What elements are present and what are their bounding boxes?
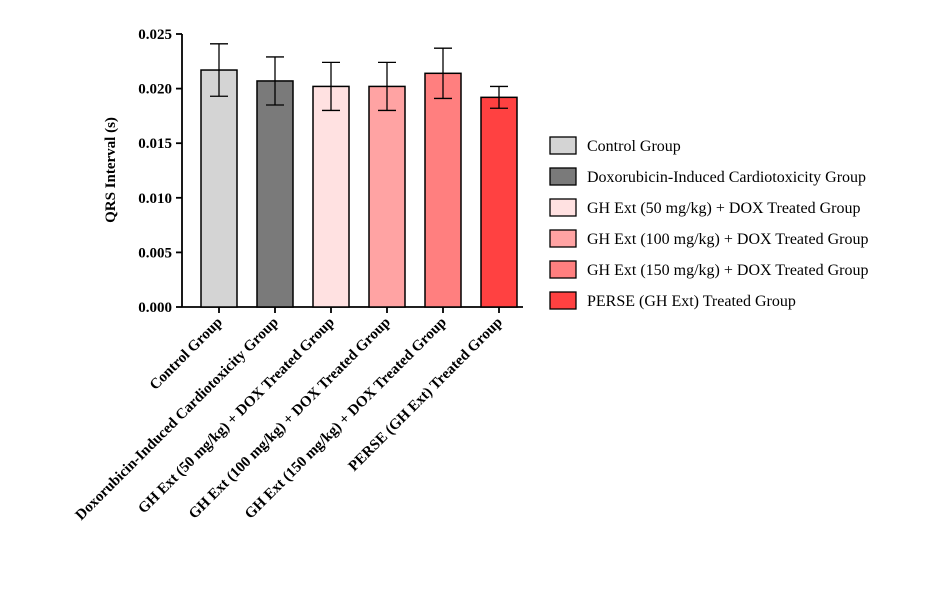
legend-label-1: Control Group [587,138,681,155]
y-tick-label: 0.000 [138,300,172,316]
bar-2 [256,80,294,308]
bar-4 [368,85,406,308]
legend-label-4: GH Ext (100 mg/kg) + DOX Treated Group [587,231,868,248]
bar-3 [312,85,350,308]
bar-1 [200,69,238,308]
legend: Control Group Doxorubicin-Induced Cardiot… [549,136,868,310]
y-tick-label: 0.025 [138,27,172,43]
y-axis-title-group: QRS Interval (s) [103,117,119,223]
legend-label-2: Doxorubicin-Induced Cardiotoxicity Group [587,169,866,186]
legend-swatch-5 [549,260,577,279]
y-tick-label: 0.010 [138,191,172,207]
error-bars [210,43,508,112]
legend-swatch-3 [549,198,577,217]
x-category-label: GH Ext (100 mg/kg) + DOX Treated Group [186,315,394,523]
x-category-label: GH Ext (150 mg/kg) + DOX Treated Group [242,315,450,523]
bar-6 [480,96,518,308]
y-axis: 0.000 0.005 0.010 0.015 0.020 0.025 [138,27,523,316]
y-axis-title: QRS Interval (s) [103,117,119,223]
legend-label-3: GH Ext (50 mg/kg) + DOX Treated Group [587,200,860,217]
y-tick-label: 0.015 [138,136,172,152]
legend-label-6: PERSE (GH Ext) Treated Group [587,293,796,310]
y-tick-label: 0.005 [138,245,172,261]
legend-swatch-2 [549,167,577,186]
bar-5 [424,72,462,308]
bars [200,69,518,308]
legend-swatch-4 [549,229,577,248]
x-category-label: Doxorubicin-Induced Cardiotoxicity Group [73,315,282,524]
legend-label-5: GH Ext (150 mg/kg) + DOX Treated Group [587,262,868,279]
x-category-label: GH Ext (50 mg/kg) + DOX Treated Group [135,315,337,517]
legend-swatch-6 [549,291,577,310]
y-tick-label: 0.020 [138,82,172,98]
legend-swatch-1 [549,136,577,155]
